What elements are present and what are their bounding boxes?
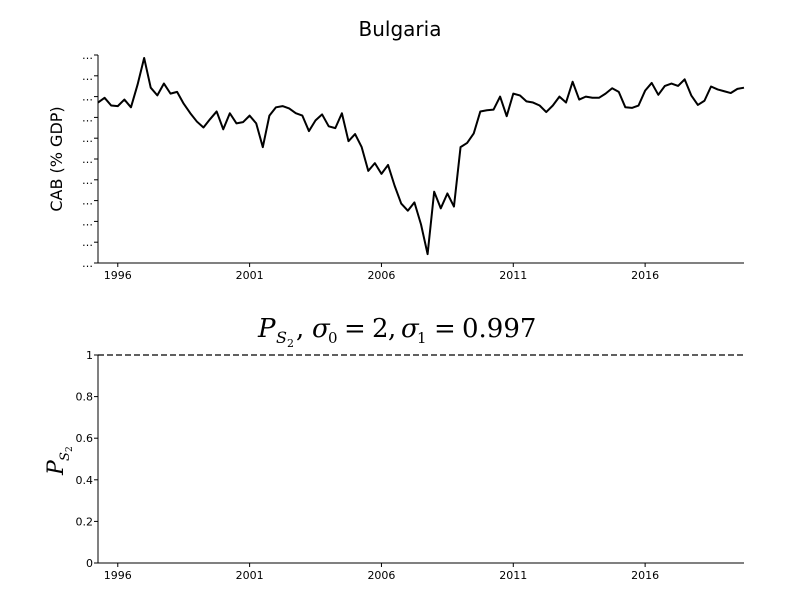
svg-text:,: , xyxy=(296,314,304,344)
y-tick-label: 0.2 xyxy=(76,515,94,528)
y-tick-label: … xyxy=(82,257,93,270)
x-tick-label: 2016 xyxy=(631,269,659,282)
chart2-title-sigma1: σ xyxy=(401,314,420,344)
chart2-title-sigma0-val: 2 xyxy=(372,314,389,344)
chart2-title-sigma0-idx: 0 xyxy=(328,329,338,347)
chart2-title-subsub: 2 xyxy=(287,337,294,350)
x-tick-label: 1996 xyxy=(104,269,132,282)
x-tick-label: 2006 xyxy=(367,269,395,282)
y-tick-label: … xyxy=(82,111,93,124)
svg-text:=: = xyxy=(344,314,366,344)
y-tick-label: 1 xyxy=(86,349,93,362)
chart2-ylabel-subsub: 2 xyxy=(65,446,75,452)
chart1-y-axis-label: CAB (% GDP) xyxy=(47,106,66,211)
y-tick-label: … xyxy=(82,215,93,228)
chart2-y-ticks: 0 0.2 0.4 0.6 0.8 1 xyxy=(76,349,98,570)
chart1-title: Bulgaria xyxy=(359,17,442,41)
x-tick-label: 2011 xyxy=(499,569,527,582)
chart2-title-sigma1-idx: 1 xyxy=(417,329,427,347)
y-tick-label: … xyxy=(82,195,93,208)
svg-text:=: = xyxy=(434,314,456,344)
chart2-title-sigma1-val: 0.997 xyxy=(462,314,536,344)
y-tick-label: … xyxy=(82,70,93,83)
chart2-title-sigma0: σ xyxy=(312,314,331,344)
x-tick-label: 2006 xyxy=(367,569,395,582)
chart2-title-p: P xyxy=(257,314,276,344)
chart2-ylabel-sub: S xyxy=(58,452,73,461)
chart1-axes xyxy=(97,55,744,264)
y-tick-label: 0.8 xyxy=(76,391,94,404)
chart2-title-sub: S xyxy=(276,328,287,347)
x-tick-label: 2016 xyxy=(631,569,659,582)
y-tick-label: … xyxy=(82,91,93,104)
chart2-title: P S 2 , σ 0 = 2 , σ 1 = 0.997 xyxy=(257,314,536,350)
chart2-y-axis-label: P S 2 xyxy=(44,446,75,476)
x-tick-label: 2011 xyxy=(499,269,527,282)
y-tick-label: 0.4 xyxy=(76,474,94,487)
y-tick-label: 0.6 xyxy=(76,432,94,445)
y-tick-label: … xyxy=(82,236,93,249)
y-tick-label: … xyxy=(82,132,93,145)
chart1-y-ticks: … … … … … … … … … … … xyxy=(82,49,98,270)
x-tick-label: 2001 xyxy=(236,269,264,282)
y-tick-label: … xyxy=(82,153,93,166)
chart2-x-ticks: 1996 2001 2006 2011 2016 xyxy=(104,563,659,582)
chart2-axes xyxy=(97,355,744,564)
x-tick-label: 1996 xyxy=(104,569,132,582)
y-tick-label: 0 xyxy=(86,557,93,570)
chart1-x-ticks: 1996 2001 2006 2011 2016 xyxy=(104,263,659,282)
y-tick-label: … xyxy=(82,174,93,187)
y-tick-label: … xyxy=(82,49,93,62)
svg-text:,: , xyxy=(388,314,396,344)
chart2-ylabel-p: P xyxy=(44,459,69,476)
x-tick-label: 2001 xyxy=(236,569,264,582)
chart1-series-line xyxy=(97,56,745,256)
